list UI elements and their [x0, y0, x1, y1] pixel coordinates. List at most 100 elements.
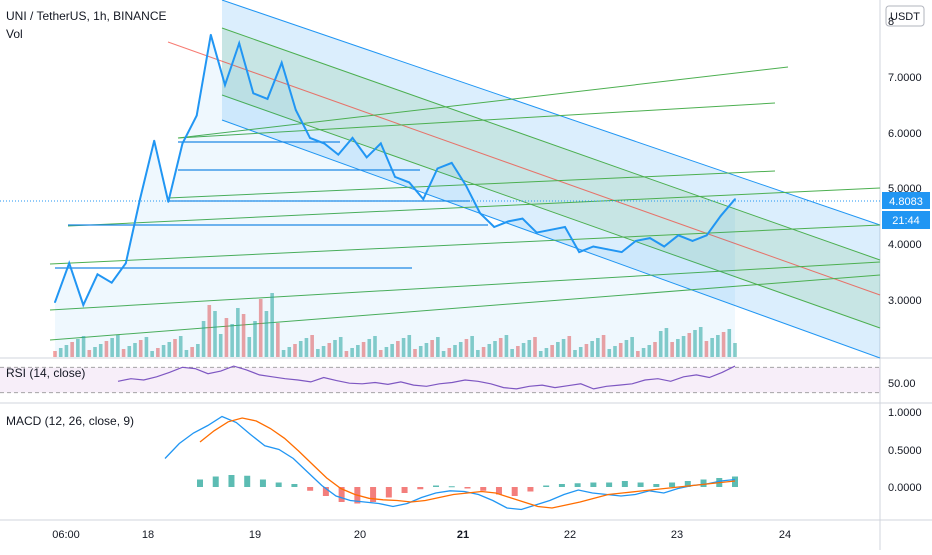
volume-bar	[293, 344, 297, 357]
volume-bar	[161, 345, 166, 357]
price-area	[55, 34, 735, 358]
price-point	[734, 198, 736, 201]
macd-histogram-bar	[543, 485, 550, 487]
price-point	[521, 217, 524, 220]
volume-bar	[396, 341, 400, 357]
macd-tick: 0.0000	[888, 482, 922, 494]
macd-signal-line	[199, 417, 736, 509]
channel-lower-line	[221, 119, 881, 359]
price-point	[450, 162, 453, 164]
channel-fill	[222, 0, 880, 358]
price-point	[323, 142, 326, 145]
volume-bar	[258, 299, 263, 357]
price-point	[280, 61, 283, 64]
time-tick: 18	[142, 529, 154, 541]
volume-bar	[487, 344, 492, 357]
macd-tick: 1.0000	[888, 407, 922, 419]
volume-bar	[304, 338, 309, 357]
volume-bar	[276, 323, 280, 357]
volume-bar	[436, 337, 440, 357]
macd-histogram-bar	[385, 487, 392, 498]
volume-bar	[70, 342, 74, 357]
volume-bar	[498, 338, 503, 357]
macd-histogram-bar	[322, 487, 329, 496]
volume-bar	[618, 343, 623, 357]
volume-bar	[653, 342, 657, 357]
volume-bar	[630, 337, 634, 357]
macd-panel[interactable]	[164, 415, 738, 511]
time-tick: 21	[457, 529, 469, 541]
price-point	[507, 220, 510, 223]
currency-badge-label: USDT	[890, 11, 920, 23]
trend-line-6	[49, 274, 881, 341]
volume-bar	[413, 349, 417, 357]
volume-bar	[281, 350, 286, 357]
price-point	[139, 198, 141, 201]
volume-bar	[373, 336, 377, 357]
price-point	[68, 262, 71, 265]
price-point	[266, 97, 269, 100]
time-axis[interactable]: 06:00 18 19 20 21 22 23 24	[52, 529, 791, 541]
volume-bar	[81, 336, 86, 357]
volume-bar	[441, 351, 446, 357]
price-point	[408, 181, 411, 184]
macd-histogram-bar	[684, 481, 691, 487]
volume-bar	[476, 350, 480, 357]
price-tick: 7.0000	[888, 72, 922, 84]
price-point	[705, 234, 708, 237]
time-tick: 22	[564, 529, 576, 541]
price-point	[337, 153, 340, 156]
rsi-panel[interactable]	[0, 365, 880, 394]
volume-bar	[58, 348, 63, 357]
volume-bar	[264, 311, 269, 357]
volume-bar	[116, 335, 120, 357]
volume-bar	[247, 337, 252, 357]
volume-bar	[527, 340, 532, 357]
currency-badge[interactable]	[885, 5, 925, 27]
last-price-value: 4.8083	[889, 196, 923, 208]
price-point	[379, 142, 382, 145]
price-series[interactable]	[54, 33, 736, 358]
macd-histogram-bar	[558, 484, 565, 487]
volume-bar	[53, 351, 57, 357]
volume-bar	[430, 340, 434, 357]
macd-histogram-bar	[480, 487, 487, 491]
drawing-lines[interactable]	[0, 66, 881, 341]
price-point	[54, 301, 56, 304]
volume-bar	[184, 350, 189, 357]
volume-bar	[104, 341, 109, 357]
price-point	[224, 84, 226, 86]
volume-bar	[556, 342, 560, 357]
price-point	[649, 237, 651, 240]
volume-bar	[641, 348, 646, 357]
macd-histogram-bar	[417, 487, 424, 490]
price-point	[663, 245, 666, 248]
volume-bar	[693, 330, 697, 357]
regression-channel[interactable]	[167, 0, 881, 359]
macd-histogram-bar	[590, 482, 597, 487]
volume-bar	[173, 339, 177, 357]
volume-bar	[356, 345, 360, 357]
price-point	[124, 262, 127, 265]
volume-bar	[613, 346, 617, 357]
trend-line-4	[49, 224, 881, 265]
time-tick: 24	[779, 529, 791, 541]
volume-bar	[596, 338, 600, 357]
volume-bar	[150, 351, 154, 357]
volume-bar	[727, 329, 732, 357]
price-point	[464, 184, 467, 187]
volume-bar	[447, 348, 452, 357]
volume-bar	[76, 339, 80, 357]
volume-bar	[236, 308, 240, 357]
price-point	[606, 248, 609, 251]
price-point	[394, 175, 396, 178]
volume-bar	[493, 341, 497, 357]
price-point	[294, 109, 297, 111]
time-tick: 19	[249, 529, 261, 541]
volume-bars	[53, 293, 737, 357]
time-tick: 06:00	[52, 529, 80, 541]
trend-line-5	[49, 261, 881, 311]
price-tick: 4.0000	[888, 239, 922, 251]
price-point	[82, 304, 85, 306]
